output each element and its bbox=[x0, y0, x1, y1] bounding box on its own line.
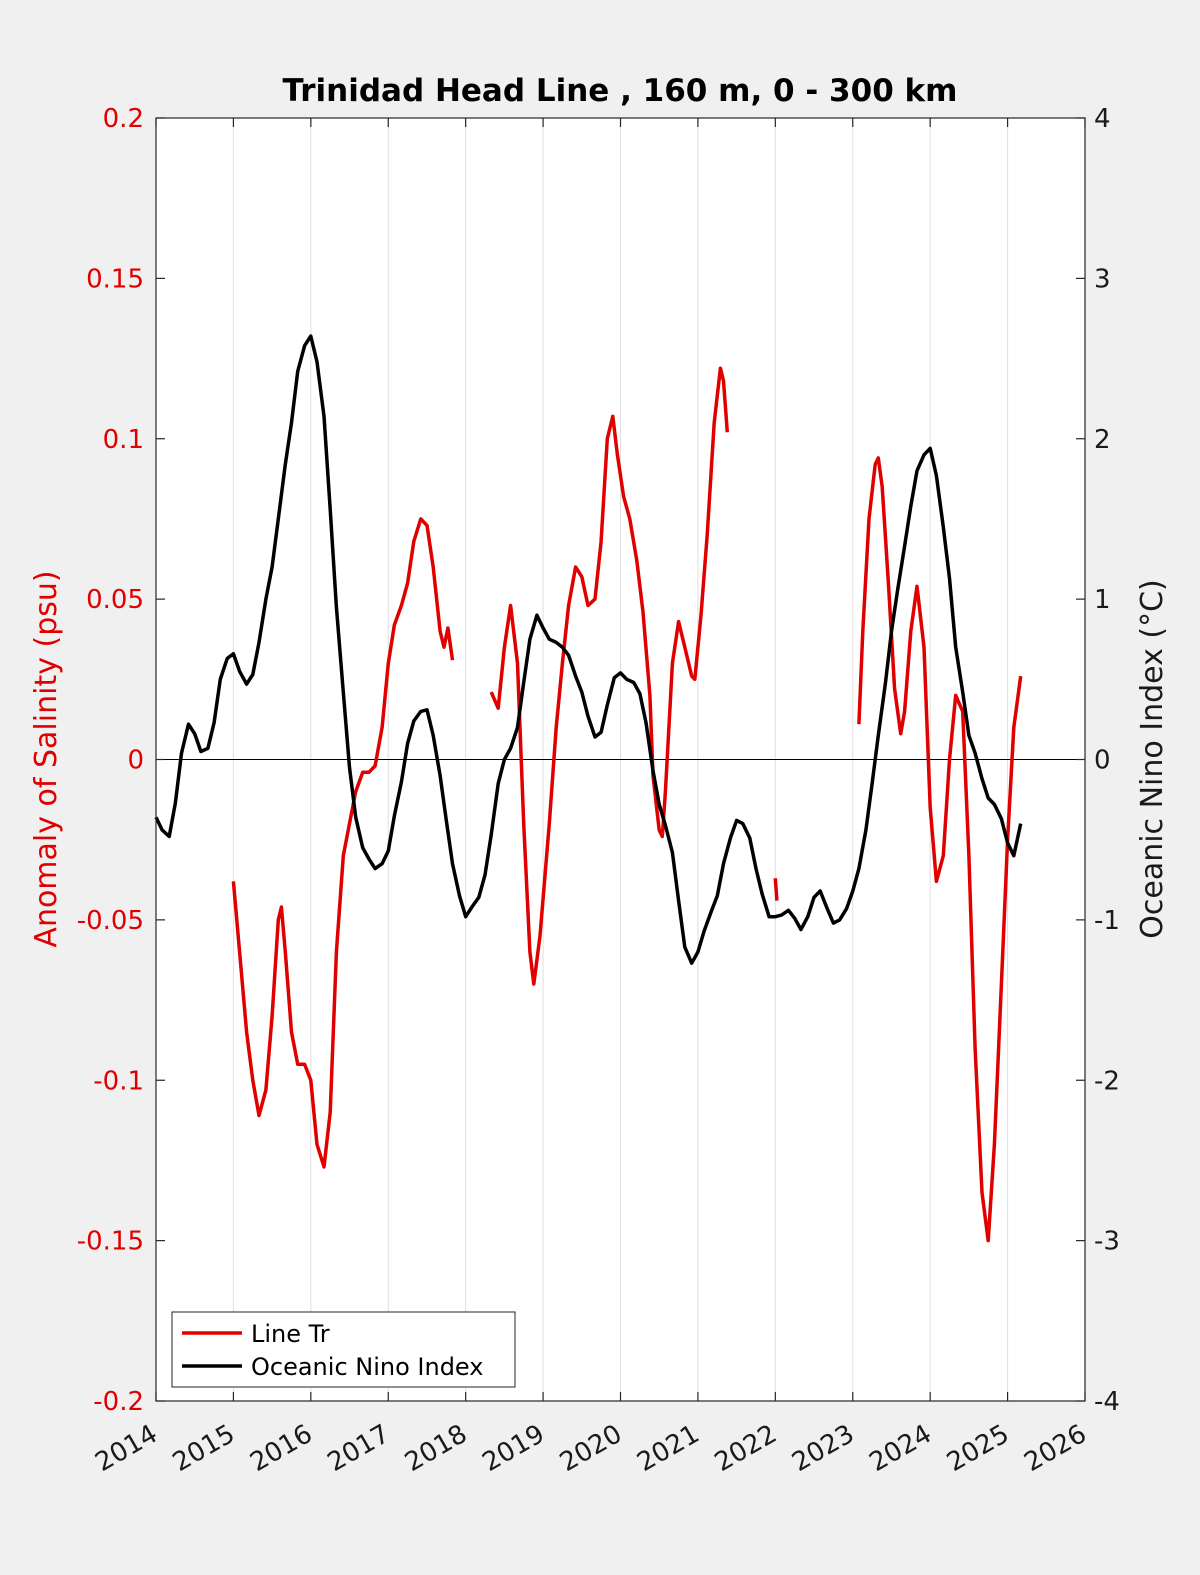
y-right-tick-label: -3 bbox=[1094, 1227, 1120, 1257]
legend: Line Tr Oceanic Nino Index bbox=[171, 1311, 516, 1388]
legend-box bbox=[171, 1311, 516, 1388]
y-left-tick-label: -0.05 bbox=[77, 906, 144, 936]
x-tick-label: 2019 bbox=[477, 1419, 549, 1478]
x-tick-label: 2014 bbox=[90, 1419, 162, 1478]
series-layer bbox=[154, 334, 1023, 1243]
chart-title: Trinidad Head Line , 160 m, 0 - 300 km bbox=[283, 73, 958, 109]
y-axis-left-label: Anomaly of Salinity (psu) bbox=[29, 570, 64, 947]
x-tick-label: 2026 bbox=[1019, 1419, 1091, 1478]
y-right-tick-label: 2 bbox=[1094, 425, 1111, 455]
y-right-tick-label: 0 bbox=[1094, 746, 1111, 776]
x-tick-label: 2025 bbox=[942, 1419, 1014, 1478]
x-tick-label: 2018 bbox=[400, 1419, 472, 1478]
salinity-line-segment-0 bbox=[231, 517, 455, 1169]
y-left-tick-label: 0.15 bbox=[86, 264, 144, 294]
y-left-tick-label: 0 bbox=[127, 746, 144, 776]
x-tick-label: 2016 bbox=[245, 1419, 317, 1478]
y-left-tick-label: -0.15 bbox=[77, 1227, 144, 1257]
y-left-tick-label: 0.2 bbox=[103, 104, 144, 134]
legend-label-salinity: Line Tr bbox=[251, 1320, 330, 1348]
oni-line-segment-0 bbox=[154, 334, 1023, 965]
x-tick-label: 2017 bbox=[323, 1419, 395, 1478]
x-tick-label: 2023 bbox=[787, 1419, 859, 1478]
legend-label-oni: Oceanic Nino Index bbox=[251, 1353, 483, 1381]
y-right-tick-label: -1 bbox=[1094, 906, 1120, 936]
salinity-line-segment-2 bbox=[773, 878, 779, 901]
y-left-tick-label: 0.1 bbox=[103, 425, 144, 455]
x-tick-label: 2022 bbox=[710, 1419, 782, 1478]
y-axis-right-label: Oceanic Nino Index (°C) bbox=[1135, 579, 1170, 939]
y-left-tick-label: -0.2 bbox=[93, 1387, 144, 1417]
y-right-tick-label: 1 bbox=[1094, 585, 1111, 615]
x-tick-label: 2021 bbox=[632, 1419, 704, 1478]
salinity-line-segment-3 bbox=[857, 456, 1023, 1243]
y-right-tick-label: 4 bbox=[1094, 104, 1111, 134]
y-right-tick-label: -4 bbox=[1094, 1387, 1120, 1417]
y-left-tick-label: 0.05 bbox=[86, 585, 144, 615]
y-left-tick-label: -0.1 bbox=[93, 1066, 144, 1096]
x-tick-label: 2015 bbox=[168, 1419, 240, 1478]
salinity-line-segment-1 bbox=[489, 366, 730, 986]
y-right-tick-label: -2 bbox=[1094, 1066, 1120, 1096]
y-right-tick-label: 3 bbox=[1094, 264, 1111, 294]
x-tick-label: 2020 bbox=[555, 1419, 627, 1478]
x-tick-label: 2024 bbox=[865, 1419, 937, 1478]
